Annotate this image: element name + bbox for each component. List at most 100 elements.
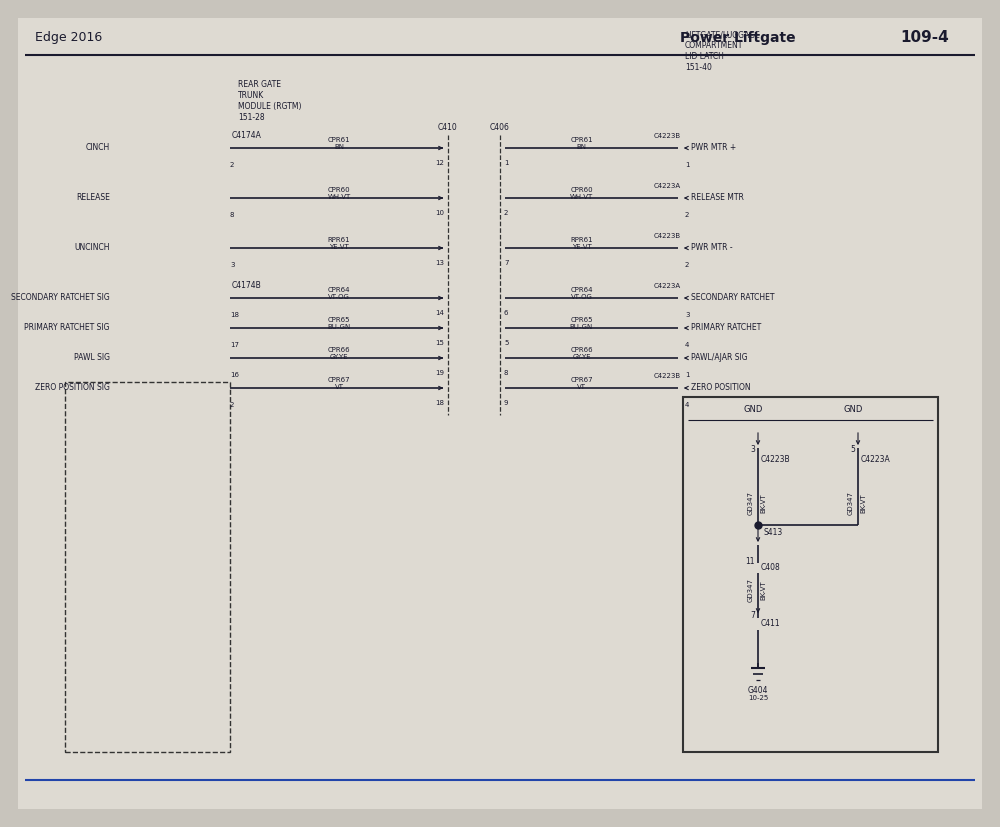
- Text: GND: GND: [743, 405, 763, 414]
- Text: SECONDARY RATCHET SIG: SECONDARY RATCHET SIG: [11, 294, 110, 303]
- Text: GY-YE: GY-YE: [572, 354, 591, 360]
- Text: 151-28: 151-28: [238, 113, 265, 122]
- Text: CPR67: CPR67: [570, 377, 593, 383]
- Text: RPR61: RPR61: [570, 237, 593, 243]
- Text: PWR MTR +: PWR MTR +: [691, 144, 736, 152]
- Text: 19: 19: [435, 370, 444, 376]
- Text: BK-VT: BK-VT: [760, 493, 766, 513]
- Text: C408: C408: [761, 563, 781, 572]
- Text: CPR65: CPR65: [328, 317, 350, 323]
- Text: C4223A: C4223A: [654, 183, 681, 189]
- Text: 14: 14: [435, 310, 444, 316]
- Text: PAWL SIG: PAWL SIG: [74, 353, 110, 362]
- Text: 2: 2: [685, 212, 689, 218]
- Text: CPR65: CPR65: [570, 317, 593, 323]
- Text: 6: 6: [504, 310, 509, 316]
- Text: 151-40: 151-40: [685, 63, 712, 72]
- Text: LIFTGATE/LUGGAGE: LIFTGATE/LUGGAGE: [685, 30, 760, 39]
- Text: 1: 1: [504, 160, 509, 166]
- Text: 4: 4: [685, 342, 689, 348]
- Text: GND: GND: [843, 405, 863, 414]
- Text: 12: 12: [435, 160, 444, 166]
- Text: 1: 1: [685, 162, 690, 168]
- Text: 7: 7: [504, 260, 509, 266]
- Text: MODULE (RGTM): MODULE (RGTM): [238, 102, 302, 111]
- Text: S413: S413: [763, 528, 782, 537]
- Text: 3: 3: [685, 312, 690, 318]
- Text: VT: VT: [334, 384, 344, 390]
- Text: C4174B: C4174B: [232, 281, 262, 290]
- Text: SECONDARY RATCHET: SECONDARY RATCHET: [691, 294, 774, 303]
- Text: 3: 3: [230, 262, 234, 268]
- Text: CPR66: CPR66: [328, 347, 350, 353]
- Text: PWR MTR -: PWR MTR -: [691, 243, 733, 252]
- Text: COMPARTMENT: COMPARTMENT: [685, 41, 743, 50]
- Text: 18: 18: [435, 400, 444, 406]
- Text: 16: 16: [230, 372, 239, 378]
- Text: 9: 9: [504, 400, 509, 406]
- Text: Power Liftgate: Power Liftgate: [680, 31, 796, 45]
- Text: C406: C406: [490, 123, 510, 132]
- Text: YE-VT: YE-VT: [572, 244, 591, 250]
- Text: CPR60: CPR60: [570, 187, 593, 193]
- Text: BN: BN: [334, 144, 344, 150]
- Text: GY-YE: GY-YE: [330, 354, 348, 360]
- Text: 4: 4: [685, 402, 689, 408]
- Text: PRIMARY RATCHET: PRIMARY RATCHET: [691, 323, 761, 332]
- Text: WH-VT: WH-VT: [570, 194, 593, 200]
- Text: GD347: GD347: [748, 491, 754, 515]
- Text: VT: VT: [577, 384, 586, 390]
- Text: C4223A: C4223A: [861, 456, 891, 465]
- Text: ZERO POSITION SIG: ZERO POSITION SIG: [35, 384, 110, 393]
- Text: WH-VT: WH-VT: [327, 194, 351, 200]
- Bar: [683, 397, 938, 752]
- Text: 11: 11: [746, 557, 755, 566]
- Text: RELEASE MTR: RELEASE MTR: [691, 194, 744, 203]
- Text: CINCH: CINCH: [86, 144, 110, 152]
- Text: 5: 5: [850, 446, 855, 455]
- Text: 10: 10: [435, 210, 444, 216]
- Text: LID LATCH: LID LATCH: [685, 52, 724, 61]
- Text: CPR67: CPR67: [328, 377, 350, 383]
- Text: 109-4: 109-4: [900, 31, 949, 45]
- Text: 7: 7: [750, 611, 755, 620]
- Text: 2: 2: [504, 210, 508, 216]
- Text: C4223B: C4223B: [654, 233, 681, 239]
- Text: CPR64: CPR64: [570, 287, 593, 293]
- Text: CPR64: CPR64: [328, 287, 350, 293]
- Text: BN: BN: [576, 144, 586, 150]
- Text: C4223B: C4223B: [654, 133, 681, 139]
- Text: Edge 2016: Edge 2016: [35, 31, 102, 45]
- Text: 2: 2: [230, 162, 234, 168]
- Text: 5: 5: [504, 340, 508, 346]
- Text: CPR66: CPR66: [570, 347, 593, 353]
- Text: BU-GN: BU-GN: [327, 324, 351, 330]
- Text: C4223A: C4223A: [654, 283, 681, 289]
- Text: C4174A: C4174A: [232, 131, 262, 141]
- Text: CPR60: CPR60: [328, 187, 350, 193]
- Text: CPR61: CPR61: [328, 137, 350, 143]
- Text: BU-GN: BU-GN: [570, 324, 593, 330]
- Text: 17: 17: [230, 342, 239, 348]
- Text: 8: 8: [504, 370, 509, 376]
- Text: C411: C411: [761, 619, 781, 628]
- Text: GD347: GD347: [848, 491, 854, 515]
- Text: C4223B: C4223B: [654, 373, 681, 379]
- Text: PRIMARY RATCHET SIG: PRIMARY RATCHET SIG: [24, 323, 110, 332]
- Text: RPR61: RPR61: [328, 237, 350, 243]
- Text: GD347: GD347: [748, 578, 754, 602]
- Text: 2: 2: [230, 402, 234, 408]
- Text: 10-25: 10-25: [748, 695, 768, 701]
- Text: 3: 3: [750, 446, 755, 455]
- Bar: [65, 382, 230, 752]
- Text: VT-OG: VT-OG: [328, 294, 350, 300]
- Text: UNCINCH: UNCINCH: [74, 243, 110, 252]
- Text: TRUNK: TRUNK: [238, 91, 264, 100]
- Text: CPR61: CPR61: [570, 137, 593, 143]
- Text: BK-VT: BK-VT: [860, 493, 866, 513]
- Text: 15: 15: [435, 340, 444, 346]
- Text: VT-OG: VT-OG: [571, 294, 592, 300]
- Text: 1: 1: [685, 372, 690, 378]
- Text: 13: 13: [435, 260, 444, 266]
- Text: BK-VT: BK-VT: [760, 581, 766, 600]
